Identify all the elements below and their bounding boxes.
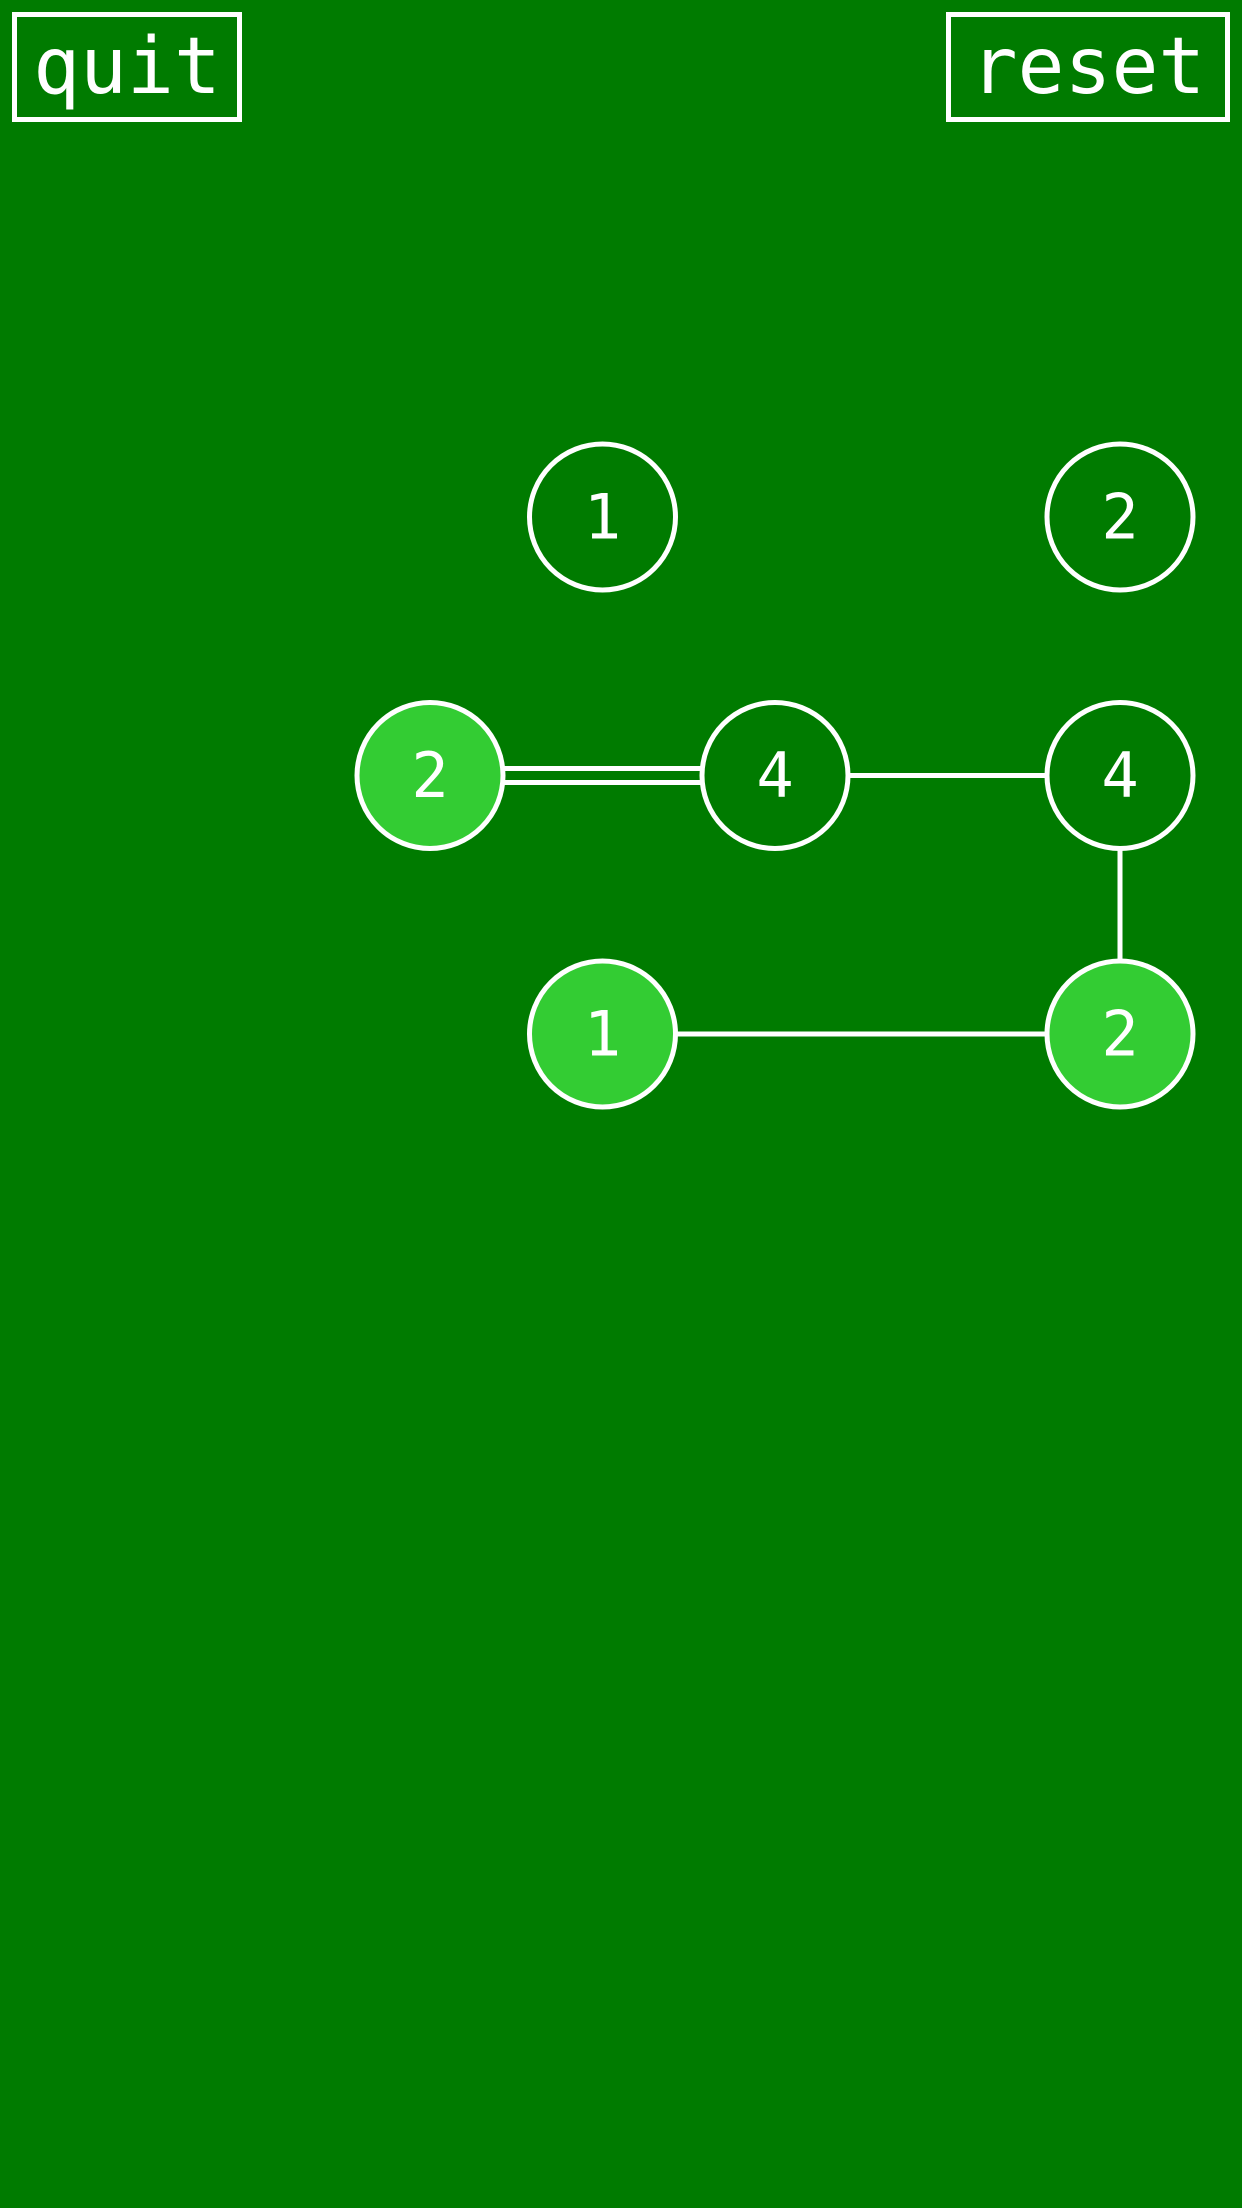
island-value: 4 bbox=[756, 739, 793, 812]
island-g[interactable]: 2 bbox=[1044, 958, 1196, 1110]
reset-button[interactable]: reset bbox=[946, 12, 1230, 122]
island-circle[interactable] bbox=[527, 441, 678, 593]
quit-button[interactable]: quit bbox=[12, 12, 242, 122]
island-circle[interactable] bbox=[354, 700, 506, 851]
island-circle[interactable] bbox=[1044, 958, 1196, 1110]
island-value: 1 bbox=[584, 481, 621, 554]
island-d[interactable]: 4 bbox=[699, 700, 851, 851]
island-circle[interactable] bbox=[527, 958, 678, 1110]
island-circle[interactable] bbox=[699, 700, 851, 851]
bridges-layer bbox=[503, 766, 1123, 1037]
island-b[interactable]: 2 bbox=[1044, 441, 1196, 593]
island-circle[interactable] bbox=[1044, 441, 1196, 593]
island-value: 4 bbox=[1101, 739, 1138, 812]
island-e[interactable]: 4 bbox=[1044, 700, 1196, 851]
island-f[interactable]: 1 bbox=[527, 958, 678, 1110]
island-value: 2 bbox=[411, 739, 448, 812]
islands-layer: 1 2 2 4 4 1 2 bbox=[354, 441, 1196, 1110]
island-value: 2 bbox=[1101, 481, 1138, 554]
island-value: 2 bbox=[1101, 998, 1138, 1071]
island-value: 1 bbox=[584, 998, 621, 1071]
island-a[interactable]: 1 bbox=[527, 441, 678, 593]
island-circle[interactable] bbox=[1044, 700, 1196, 851]
island-c[interactable]: 2 bbox=[354, 700, 506, 851]
